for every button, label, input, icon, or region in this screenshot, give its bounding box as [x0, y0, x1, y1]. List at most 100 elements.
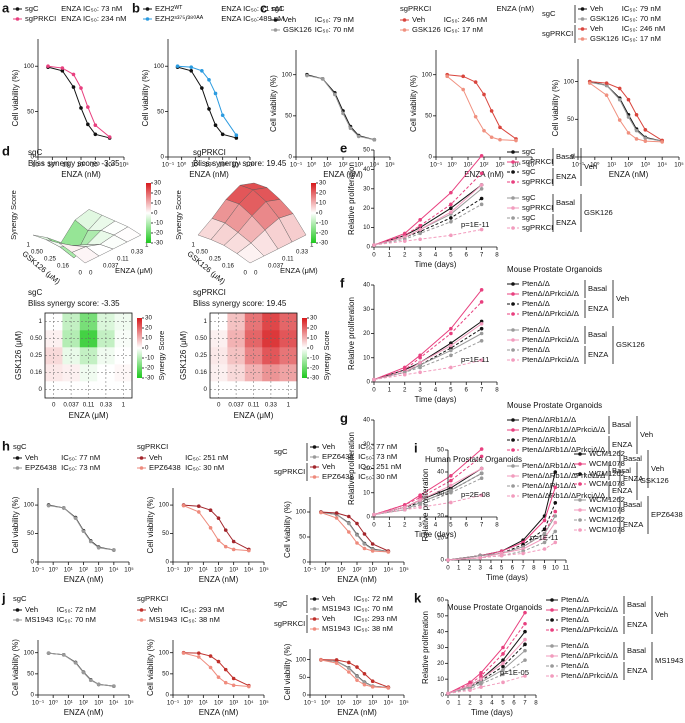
legend-label: WCM1262	[589, 469, 625, 478]
legend-marker	[402, 28, 407, 32]
legend-marker	[511, 494, 515, 498]
legend-marker	[550, 674, 554, 678]
y-tick-label: 50	[27, 670, 34, 677]
y-tick-label: 50	[285, 112, 292, 119]
x-tick-label: 0	[52, 402, 56, 409]
y-tick-label: 10	[363, 489, 370, 496]
y-tick-label: 30	[437, 491, 444, 498]
legend-treatment: EPZ6438	[651, 510, 683, 519]
x-tick-label: 10⁴	[370, 162, 380, 169]
legend-marker	[511, 302, 515, 306]
panel-label: f	[340, 275, 345, 290]
data-point	[231, 547, 236, 552]
legend-marker	[273, 18, 278, 22]
data-point	[553, 520, 558, 525]
y-tick-label: 100	[296, 656, 307, 663]
data-point	[61, 506, 66, 510]
legend-label: Veh	[322, 462, 335, 471]
y-tick-label: 0.25	[209, 256, 222, 263]
data-point	[604, 81, 609, 85]
x-tick-label: 10⁰	[307, 162, 317, 169]
legend-marker	[511, 180, 515, 184]
legend-marker	[511, 338, 515, 342]
data-point	[634, 128, 639, 133]
y-tick-label: 0	[571, 154, 575, 161]
y-axis-label: GSK126 (μM)	[179, 331, 188, 380]
data-point	[449, 219, 453, 224]
data-point	[445, 74, 449, 79]
ic50-label: ENZA IC₅₀:489 nM	[221, 14, 284, 23]
colorbar-title: Synergy Score	[157, 331, 166, 381]
legend-marker	[511, 206, 515, 210]
data-point	[473, 114, 478, 119]
heatmap-frame	[209, 312, 298, 399]
data-point	[347, 670, 351, 674]
y-tick-label: 0.50	[196, 249, 209, 256]
ic50-label: IC₅₀: 79 nM	[622, 4, 661, 13]
data-point	[449, 500, 453, 505]
panel-subtitle: Bliss synergy score: -3.35	[28, 159, 120, 168]
data-point	[220, 113, 225, 118]
x-tick-label: 0	[372, 522, 376, 529]
panel-label: e	[340, 140, 347, 155]
colorbar	[146, 183, 151, 243]
x-tick-label: 10³	[229, 700, 238, 707]
x-tick-label: 1	[388, 252, 392, 259]
legend-label: sgPRKCI	[25, 14, 56, 23]
x-tick-label: 0	[89, 270, 93, 277]
data-point	[46, 503, 51, 508]
x-tick-label: 10⁵	[527, 162, 537, 169]
series-line	[373, 455, 482, 516]
y-tick-label: 0.16	[222, 263, 235, 270]
data-point	[112, 548, 116, 552]
legend-label: Veh	[25, 453, 38, 462]
x-tick-label: 10⁴	[109, 567, 119, 574]
data-point	[643, 136, 648, 140]
x-tick-label: 0.037	[228, 402, 244, 409]
legend-label: PtenΔ/Δ	[561, 595, 589, 604]
legend-marker	[15, 456, 20, 460]
legend-label: GSK126	[590, 14, 619, 23]
y-tick-label: 0	[31, 559, 35, 566]
data-point	[626, 97, 631, 102]
x-tick-label: 10²	[353, 700, 362, 707]
data-point	[617, 97, 622, 102]
ic50-label: ENZA IC₅₀: 234 nM	[61, 14, 126, 23]
heatmap-cell	[79, 347, 98, 365]
y-tick-label: 20	[363, 330, 370, 337]
y-axis-label: Cell viability (%)	[283, 643, 292, 700]
legend-marker	[402, 18, 407, 22]
x-tick-label: 10⁴	[511, 162, 521, 169]
data-point	[479, 326, 484, 331]
legend-label: GSK126	[412, 25, 441, 34]
data-point	[542, 540, 547, 545]
x-tick-label: 10²	[79, 567, 88, 574]
legend-marker	[550, 654, 554, 658]
data-point	[220, 132, 225, 137]
x-tick-label: 0.037	[63, 402, 79, 409]
x-tick-label: 4	[434, 387, 438, 394]
y-axis-label: Cell viability (%)	[269, 75, 278, 132]
legend-condition: ENZA	[623, 474, 644, 483]
legend-label: PtenΔ/ΔPrkciΔ/Δ	[561, 671, 618, 680]
heatmap-frame	[44, 312, 133, 399]
x-tick-label: 10	[552, 565, 559, 572]
x-tick-label: 10⁰	[321, 700, 331, 707]
x-tick-label: 4	[434, 252, 438, 259]
y-tick-label: 0.16	[57, 263, 70, 270]
data-point	[449, 353, 453, 358]
colorbar-label: 20	[145, 325, 152, 332]
x-tick-label: 1	[145, 242, 149, 249]
ic50-label: IC₅₀: 73 nM	[358, 452, 397, 461]
colorbar-label: -30	[154, 240, 164, 247]
data-point	[479, 671, 483, 675]
legend-marker	[511, 282, 515, 286]
legend-marker	[550, 618, 554, 622]
data-point	[347, 666, 351, 670]
series-line	[373, 184, 482, 246]
ic50-label: IC₅₀: 30 nM	[358, 472, 397, 481]
ic50-label: IC₅₀: 77 nM	[61, 453, 100, 462]
x-tick-label: 10⁰	[48, 162, 58, 169]
data-point	[341, 111, 345, 116]
